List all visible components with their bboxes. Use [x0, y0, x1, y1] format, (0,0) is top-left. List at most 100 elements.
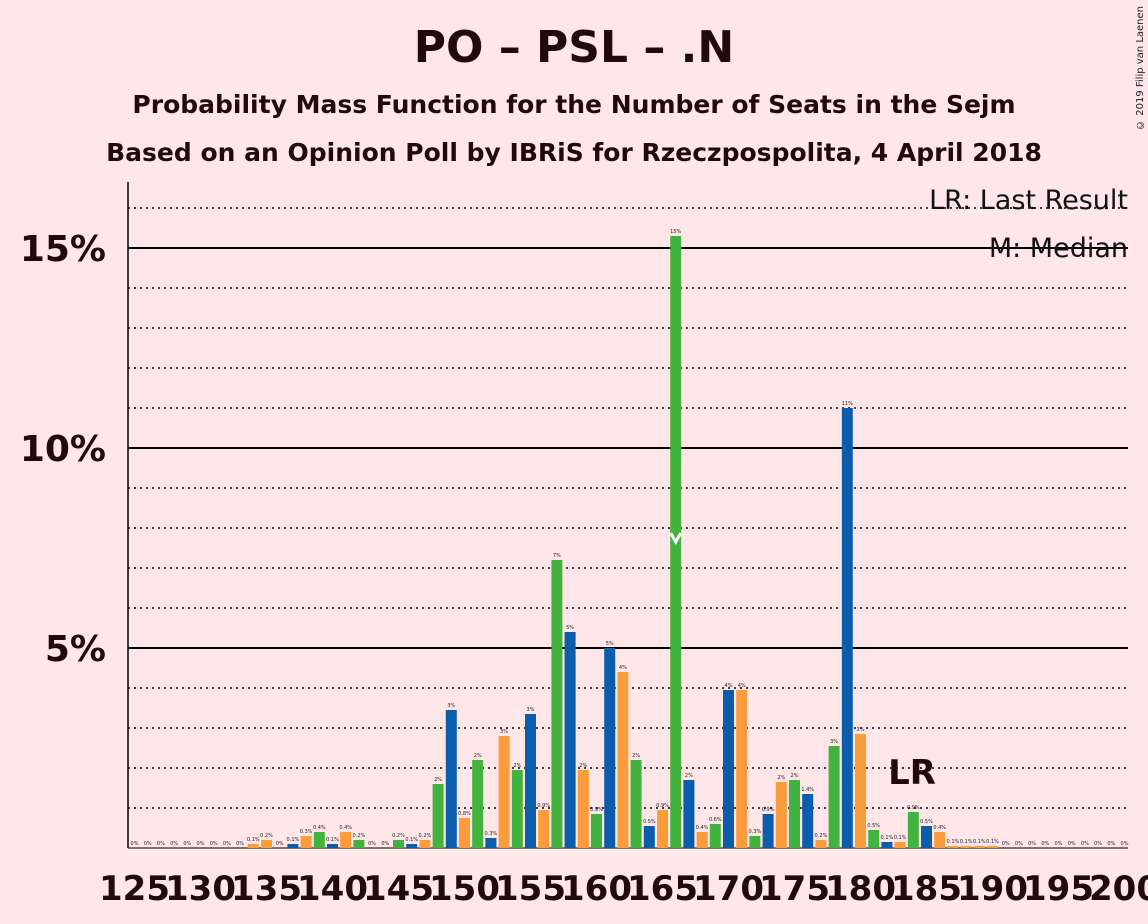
bar-label: 0% — [131, 841, 139, 847]
bar — [511, 770, 523, 848]
bar — [459, 818, 470, 848]
bar-label: 0.9% — [590, 807, 603, 813]
bar-label: 0.3% — [485, 831, 498, 837]
bar — [894, 842, 906, 848]
bar-label: 15% — [670, 229, 681, 235]
bar — [868, 830, 880, 848]
bar — [907, 812, 919, 848]
bar-label: 0.4% — [696, 825, 709, 831]
bar-label: 0.2% — [419, 833, 432, 839]
bar-label: 0.9% — [907, 805, 920, 811]
x-tick-label: 180 — [825, 869, 896, 909]
bar — [921, 826, 932, 848]
bar-label: 0.4% — [933, 825, 946, 831]
bar — [327, 844, 338, 848]
bar-label: 0.4% — [339, 825, 352, 831]
bar — [247, 844, 259, 848]
bar-label: 0% — [1002, 841, 1010, 847]
bar — [987, 846, 998, 848]
bar — [643, 826, 655, 848]
bar-label: 0.1% — [287, 837, 300, 843]
bar — [498, 736, 510, 848]
bar-label: 2% — [791, 773, 799, 779]
bar-label: 11% — [842, 401, 853, 407]
bar-label: 5% — [566, 625, 574, 631]
bar-label: 0.3% — [300, 829, 313, 835]
bar — [749, 836, 761, 848]
bar-label: 0.1% — [881, 835, 894, 841]
bar — [353, 840, 365, 848]
y-tick-label: 5% — [45, 629, 106, 670]
bar — [934, 832, 946, 848]
bar-label: 0% — [210, 841, 218, 847]
bar-label: 0% — [1055, 841, 1063, 847]
bar — [630, 760, 642, 848]
x-tick-label: 170 — [693, 869, 764, 909]
bar — [762, 814, 774, 848]
bar — [828, 746, 840, 848]
bar — [775, 782, 787, 848]
y-tick-label: 10% — [20, 429, 106, 470]
bar-label: 0.9% — [537, 803, 550, 809]
bar-label: 2% — [632, 753, 640, 759]
x-tick-label: 165 — [627, 869, 698, 909]
bar — [709, 824, 721, 848]
bar-label: 0% — [1041, 841, 1049, 847]
bar-label: 0.9% — [762, 807, 775, 813]
median-marker — [669, 532, 683, 546]
x-tick-label: 190 — [957, 869, 1028, 909]
bar-label: 0.2% — [392, 833, 405, 839]
bar-label: 0.1% — [973, 839, 986, 845]
last-result-marker: LR — [888, 753, 936, 793]
x-tick-label: 125 — [99, 869, 170, 909]
x-tick-label: 145 — [363, 869, 434, 909]
x-tick-label: 200 — [1089, 869, 1148, 909]
bar — [973, 846, 985, 848]
bar — [815, 840, 827, 848]
bar-label: 0% — [276, 841, 284, 847]
bar-label: 2% — [434, 777, 442, 783]
bar-label: 0% — [170, 841, 178, 847]
bar-label: 3% — [830, 739, 838, 745]
bar-label: 0% — [368, 841, 376, 847]
bar — [947, 846, 959, 848]
bar — [855, 734, 866, 848]
x-tick-label: 185 — [891, 869, 962, 909]
bar-label: 4% — [738, 683, 746, 689]
bar — [604, 648, 616, 848]
bar-label: 2% — [474, 753, 482, 759]
bar-label: 3% — [527, 707, 535, 713]
x-tick-label: 195 — [1023, 869, 1094, 909]
bar-label: 0% — [1121, 841, 1129, 847]
bar-label: 0.2% — [815, 833, 828, 839]
x-tick-label: 175 — [759, 869, 830, 909]
bar-label: 0% — [1015, 841, 1023, 847]
y-tick-label: 15% — [20, 229, 106, 270]
chart-subtitle: Probability Mass Function for the Number… — [132, 90, 1016, 119]
bar-label: 0% — [381, 841, 389, 847]
bar-label: 0% — [157, 841, 165, 847]
chart-subtitle-poll: Based on an Opinion Poll by IBRiS for Rz… — [106, 138, 1042, 167]
bar-label: 0.1% — [247, 837, 260, 843]
x-tick-label: 130 — [165, 869, 236, 909]
x-tick-label: 150 — [429, 869, 500, 909]
bar — [393, 840, 404, 848]
bar — [841, 408, 853, 848]
legend-median: M: Median — [988, 233, 1128, 264]
bar — [564, 632, 576, 848]
bar — [617, 672, 629, 848]
bar-label: 0% — [1028, 841, 1036, 847]
bar — [445, 710, 457, 848]
bar-label: 0% — [1107, 841, 1115, 847]
bar-label: 0.6% — [709, 817, 722, 823]
bar-label: 0% — [183, 841, 191, 847]
bar — [723, 690, 734, 848]
bar-label: 3% — [500, 729, 508, 735]
bar — [960, 846, 972, 848]
bar-label: 4% — [619, 665, 627, 671]
bar-label: 7% — [553, 553, 561, 559]
bar-label: 0.4% — [313, 825, 326, 831]
bar — [261, 840, 272, 848]
bar-label: 3% — [857, 727, 865, 733]
